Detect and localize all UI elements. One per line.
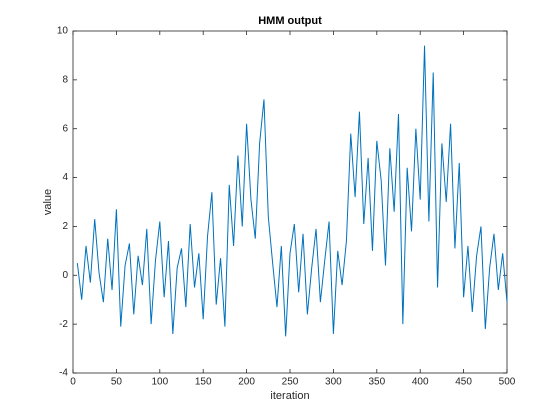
- x-tick-label: 500: [499, 377, 516, 388]
- x-tick-label: 150: [195, 377, 212, 388]
- x-tick-label: 250: [282, 377, 299, 388]
- x-tick-label: 50: [111, 377, 123, 388]
- x-tick-label: 350: [368, 377, 385, 388]
- y-axis-label: value: [42, 189, 54, 215]
- data-line: [76, 45, 508, 337]
- x-tick-label: 450: [455, 377, 472, 388]
- y-tick-label: -4: [59, 368, 68, 379]
- x-axis-label: iteration: [270, 390, 309, 402]
- y-tick-label: 4: [62, 172, 68, 183]
- y-tick-label: 2: [62, 221, 68, 232]
- chart-title: HMM output: [258, 15, 322, 27]
- y-tick-label: -2: [59, 319, 68, 330]
- x-tick-label: 0: [70, 377, 76, 388]
- x-tick-label: 200: [238, 377, 255, 388]
- y-tick-label: 8: [62, 74, 68, 85]
- x-tick-label: 100: [151, 377, 168, 388]
- x-tick-label: 400: [412, 377, 429, 388]
- x-tick-label: 300: [325, 377, 342, 388]
- y-tick-label: 6: [62, 123, 68, 134]
- y-tick-label: 10: [57, 26, 69, 37]
- y-tick-label: 0: [62, 270, 68, 281]
- plot-box: [72, 30, 508, 374]
